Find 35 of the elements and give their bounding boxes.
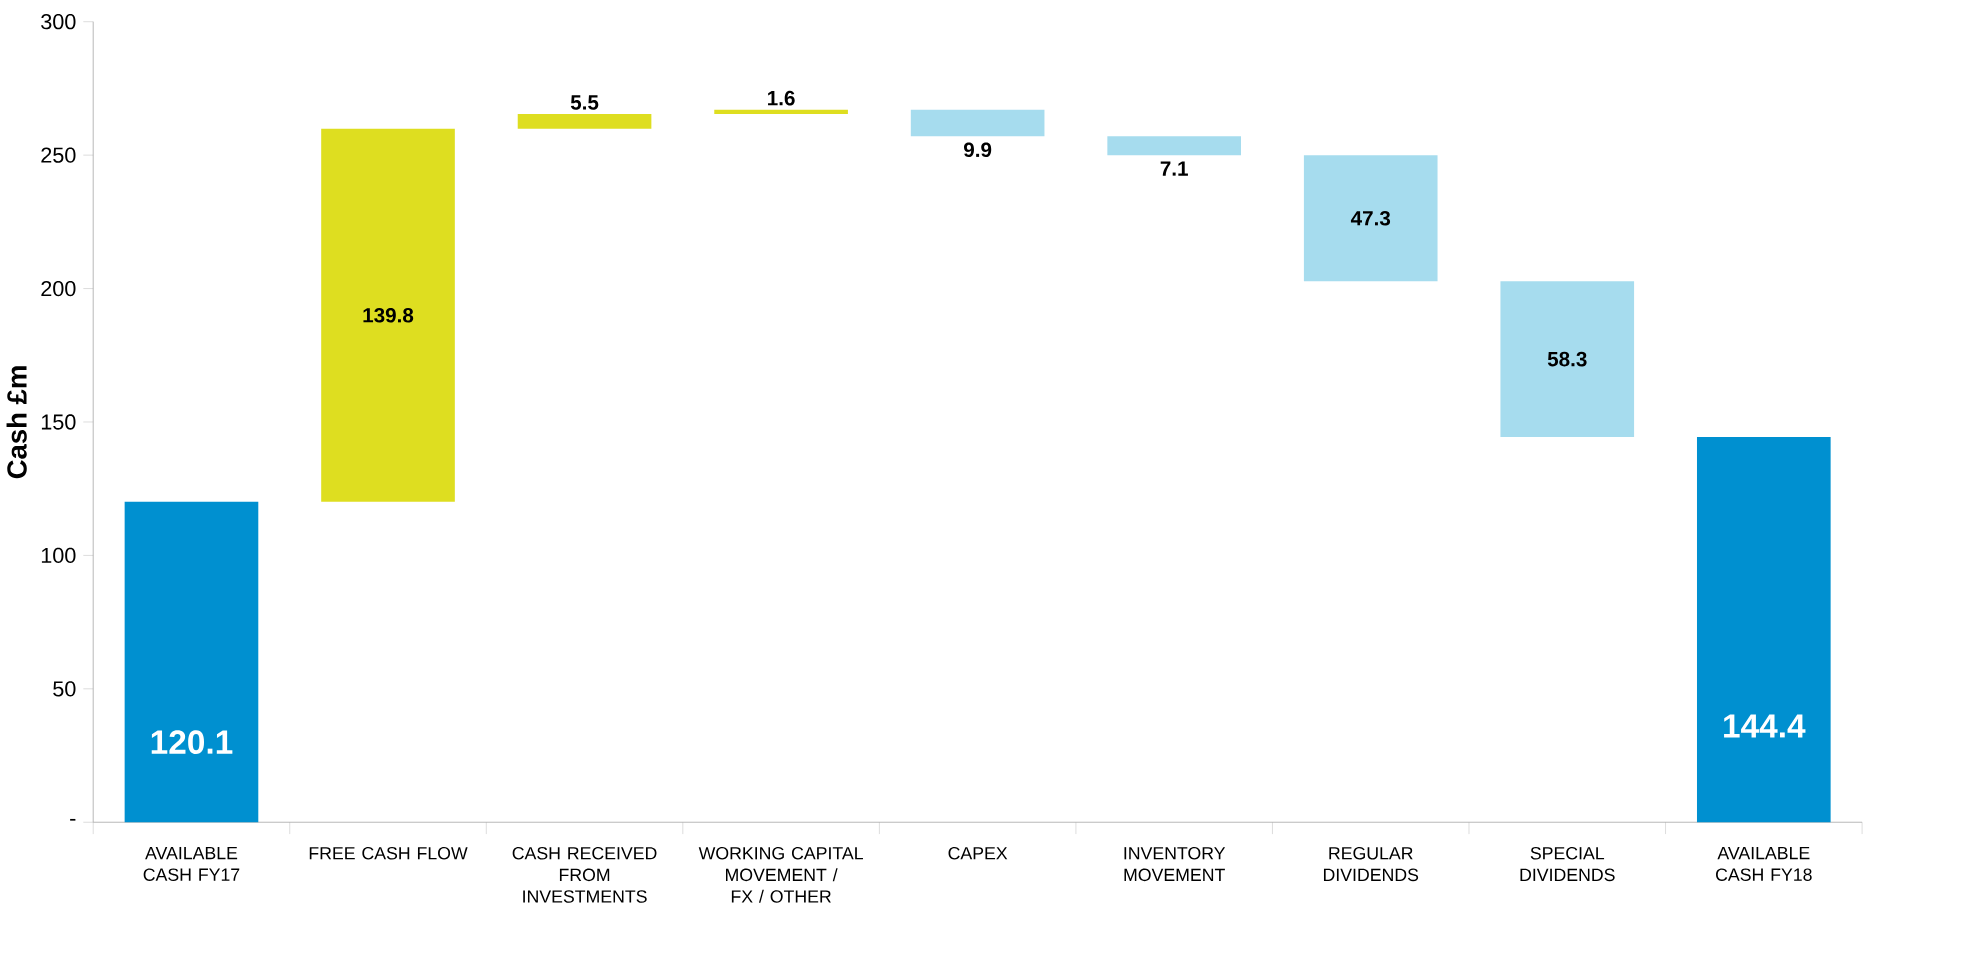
data-label: 47.3 xyxy=(1350,210,1391,226)
x-tick-label: FREE CASH FLOW xyxy=(309,846,468,860)
x-tick-label: INVENTORY MOVEMENT xyxy=(1124,846,1226,881)
x-tick-label: WORKING CAPITAL MOVEMENT / FX / OTHER xyxy=(698,846,863,903)
data-label: 5.5 xyxy=(570,95,599,110)
x-tick-label: REGULAR DIVIDENDS xyxy=(1323,846,1419,881)
x-tick-label: CAPEX xyxy=(948,846,1008,860)
y-tick-label: 100 xyxy=(41,547,76,563)
bar xyxy=(714,109,848,114)
bar xyxy=(1107,135,1242,155)
y-tick-label: 150 xyxy=(41,414,76,430)
bar xyxy=(517,113,652,129)
y-tick-label: 200 xyxy=(41,280,76,297)
bar xyxy=(321,128,455,502)
bar xyxy=(124,501,259,823)
data-label: 7.1 xyxy=(1160,161,1188,176)
data-label: 120.1 xyxy=(151,730,233,754)
x-tick-label: SPECIAL DIVIDENDS xyxy=(1520,846,1615,881)
data-label: 144.4 xyxy=(1724,714,1806,738)
data-label: 58.3 xyxy=(1547,351,1587,367)
x-tick-label: CASH RECEIVED FROM INVESTMENTS xyxy=(512,846,657,903)
data-label: 139.8 xyxy=(363,307,414,323)
data-label: 1.6 xyxy=(768,90,795,106)
bar xyxy=(1696,436,1831,823)
bar xyxy=(1500,281,1635,437)
y-tick-label: 50 xyxy=(53,681,76,697)
y-axis-title: Cash £m xyxy=(6,366,27,479)
y-tick-label: - xyxy=(70,818,76,821)
data-label: 9.9 xyxy=(963,142,992,157)
bar xyxy=(1303,154,1438,282)
y-tick-label: 300 xyxy=(41,13,76,30)
y-tick-label: 250 xyxy=(41,147,76,163)
x-tick-label: AVAILABLE CASH FY17 xyxy=(143,846,240,881)
bar xyxy=(910,109,1045,136)
x-tick-label: AVAILABLE CASH FY18 xyxy=(1716,846,1812,881)
